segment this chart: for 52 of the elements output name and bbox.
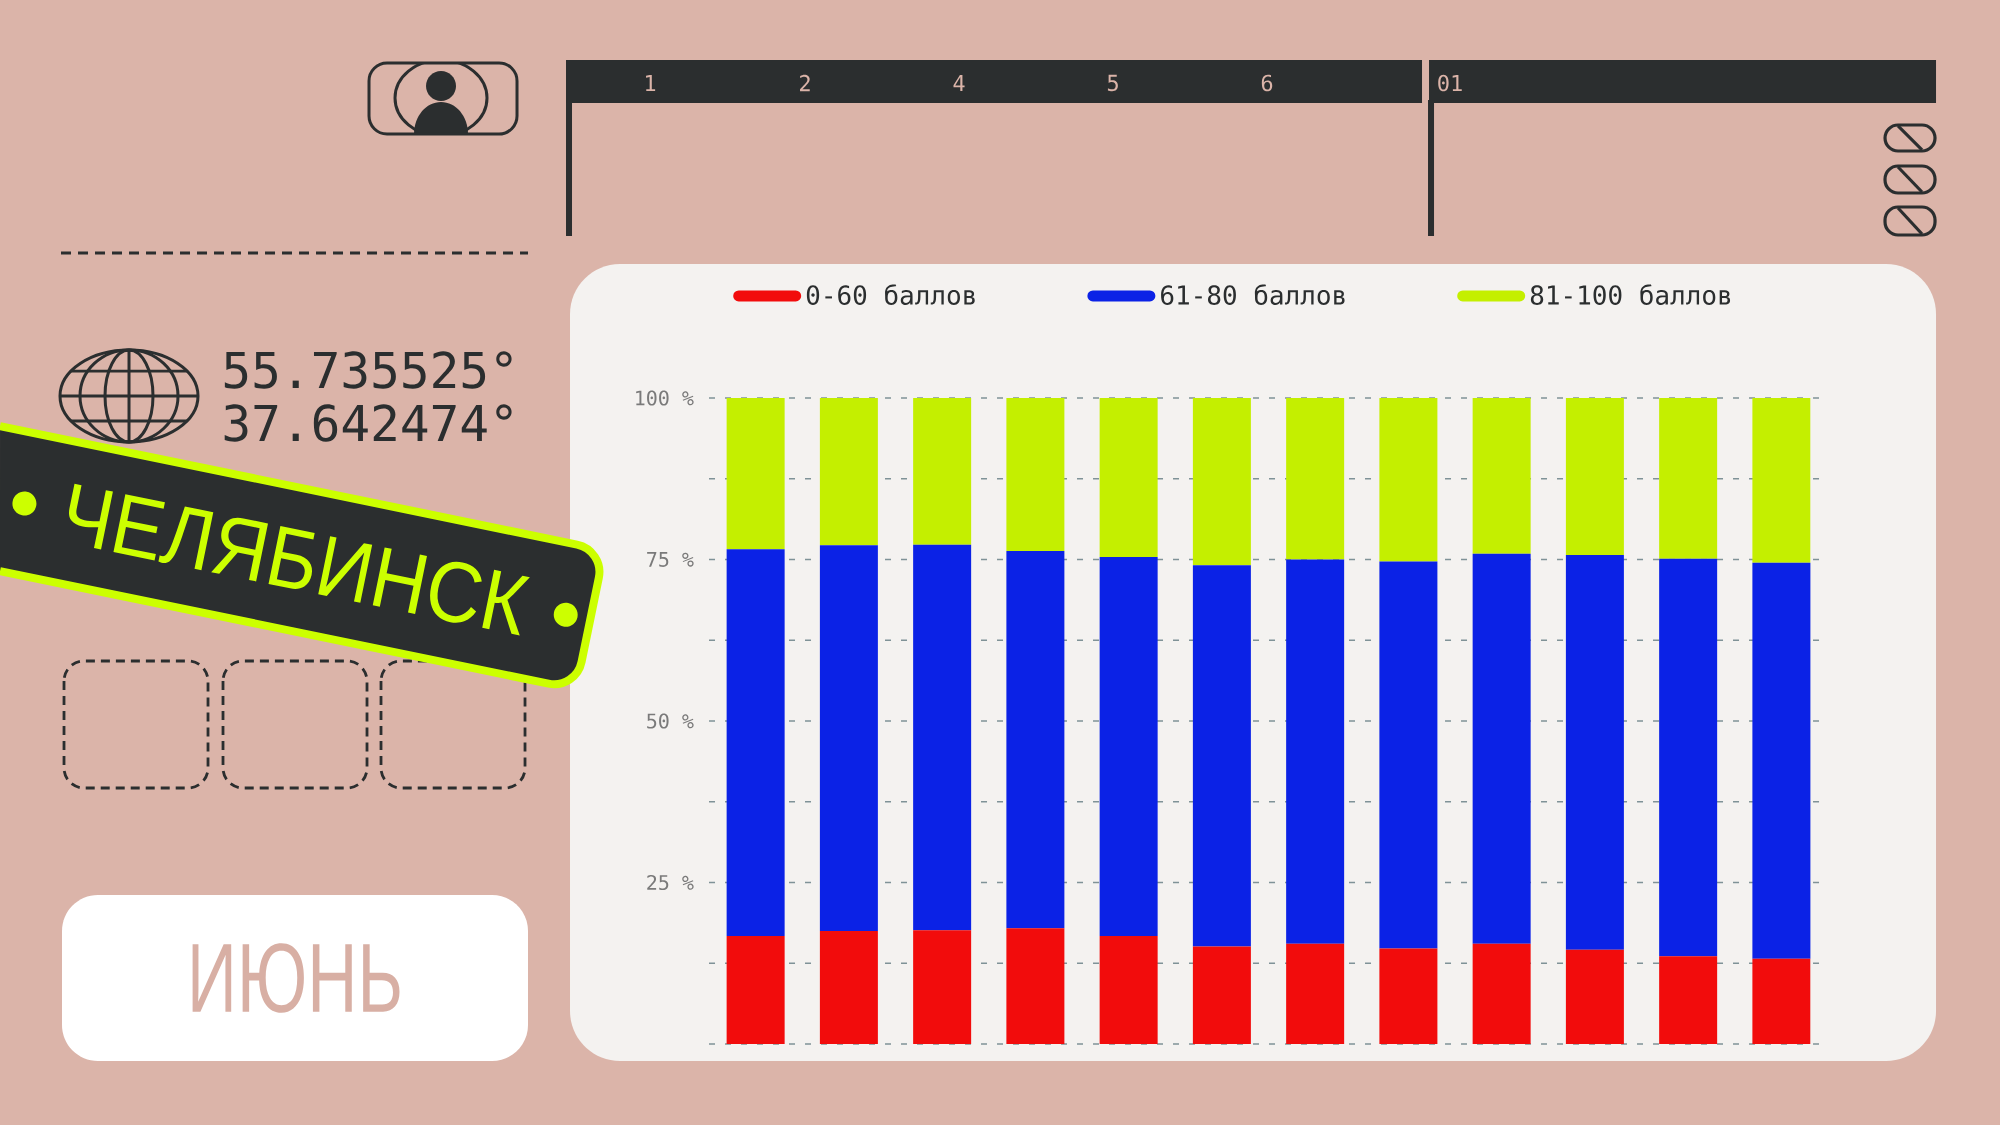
bar — [1379, 948, 1438, 1044]
bar — [1472, 553, 1531, 944]
bar — [1099, 936, 1158, 1044]
bar — [1565, 554, 1624, 950]
bar — [1006, 397, 1065, 552]
bar — [726, 549, 785, 937]
bar — [1472, 943, 1531, 1044]
bar — [913, 544, 972, 931]
text: 2 — [800, 74, 810, 92]
bar — [1192, 397, 1251, 566]
bar — [819, 397, 878, 546]
y-tick-label: 25 % — [647, 874, 694, 891]
bar — [1286, 559, 1345, 944]
bar — [1006, 551, 1065, 929]
text: 1 — [646, 74, 656, 92]
bar — [1752, 397, 1811, 563]
bar — [1565, 949, 1624, 1044]
bar — [1286, 397, 1345, 560]
bar — [1006, 928, 1065, 1044]
bar — [1379, 397, 1438, 562]
bar — [1192, 946, 1251, 1044]
bar — [1472, 397, 1531, 554]
bar — [726, 936, 785, 1044]
bar — [1752, 958, 1811, 1044]
bar — [1659, 956, 1718, 1044]
bar — [1752, 562, 1811, 959]
bar — [1099, 397, 1158, 557]
legend-label: 61-80 баллов — [1161, 284, 1345, 305]
bar — [1192, 565, 1251, 947]
text: 6 — [1261, 74, 1273, 92]
text: 01 — [1438, 74, 1462, 92]
bar — [819, 545, 878, 931]
legend-label: 81-100 баллов — [1530, 284, 1731, 305]
bar — [1099, 556, 1158, 937]
y-tick-label: 75 % — [647, 552, 694, 567]
bar — [1659, 397, 1718, 559]
text: 55.735525° — [224, 351, 512, 389]
text: 37.642474° — [224, 404, 512, 442]
bar — [819, 930, 878, 1044]
y-tick-label: 100 % — [636, 390, 694, 406]
bar — [1379, 561, 1438, 949]
bar — [913, 930, 972, 1044]
bar — [726, 397, 785, 550]
text: 5 — [1107, 74, 1118, 92]
bar — [913, 397, 972, 545]
y-tick-label: 50 % — [647, 713, 694, 729]
bar — [1286, 943, 1345, 1044]
bar — [1565, 397, 1624, 555]
text: 4 — [953, 74, 965, 92]
legend-label: 0-60 баллов — [806, 284, 975, 305]
text: ИЮНЬ — [192, 943, 400, 1013]
bar — [1659, 558, 1718, 957]
